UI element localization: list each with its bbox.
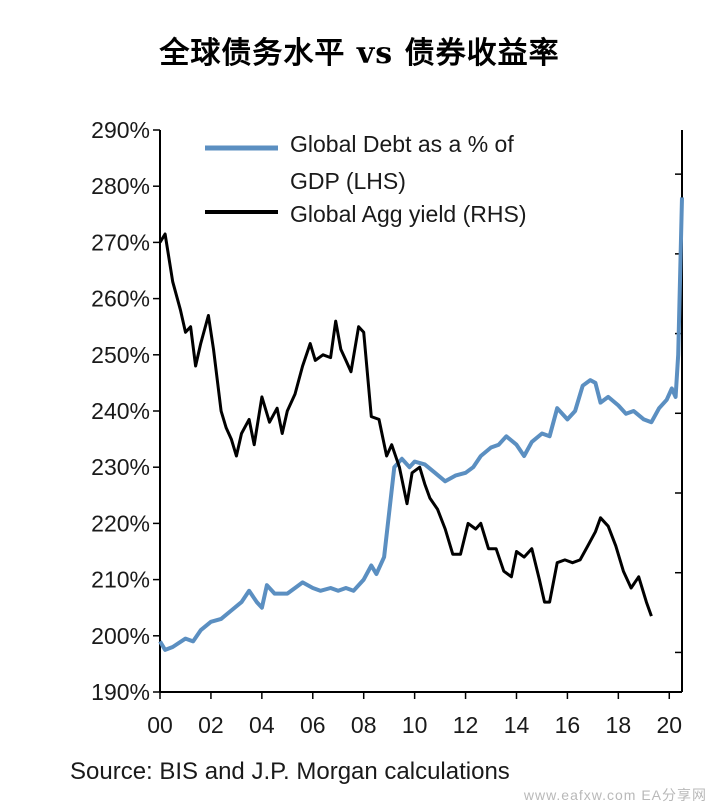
x-tick-label: 02 (198, 712, 224, 738)
x-tick-label: 00 (147, 712, 173, 738)
x-tick-label: 10 (402, 712, 428, 738)
chart-title: 全球债务水平 vs 债券收益率 (159, 36, 560, 71)
left-y-tick-label: 240% (91, 398, 150, 424)
x-tick-label: 06 (300, 712, 326, 738)
left-y-tick-label: 290% (91, 117, 150, 143)
left-y-tick-label: 250% (91, 342, 150, 368)
x-tick-label: 20 (656, 712, 682, 738)
legend-label: Global Agg yield (RHS) (290, 201, 527, 227)
left-y-tick-label: 210% (91, 567, 150, 593)
left-y-tick-label: 230% (91, 454, 150, 480)
left-y-tick-label: 200% (91, 623, 150, 649)
left-y-tick-label: 190% (91, 679, 150, 705)
series-lines (158, 197, 684, 652)
x-tick-label: 12 (453, 712, 479, 738)
x-tick-label: 08 (351, 712, 377, 738)
series-line-debt (158, 197, 684, 652)
x-tick-label: 16 (555, 712, 581, 738)
left-y-tick-label: 270% (91, 229, 150, 255)
watermark: www.eafxw.com EA分享网 (523, 787, 707, 803)
left-y-tick-label: 260% (91, 286, 150, 312)
left-y-tick-label: 280% (91, 173, 150, 199)
axes: 190% 200% 210% 220% 230% 240% 250% 260% 270% 280%… (91, 117, 683, 738)
x-tick-label: 18 (606, 712, 632, 738)
source-note: Source: BIS and J.P. Morgan calculations (70, 758, 510, 785)
left-y-tick-label: 220% (91, 510, 150, 536)
legend-label: Global Debt as a % of GDP (LHS) (290, 131, 514, 194)
series-line-yield (158, 232, 653, 617)
x-tick-label: 04 (249, 712, 275, 738)
legend: Global Debt as a % of GDP (LHS) Global Agg… (205, 131, 527, 227)
x-tick-label: 14 (504, 712, 530, 738)
